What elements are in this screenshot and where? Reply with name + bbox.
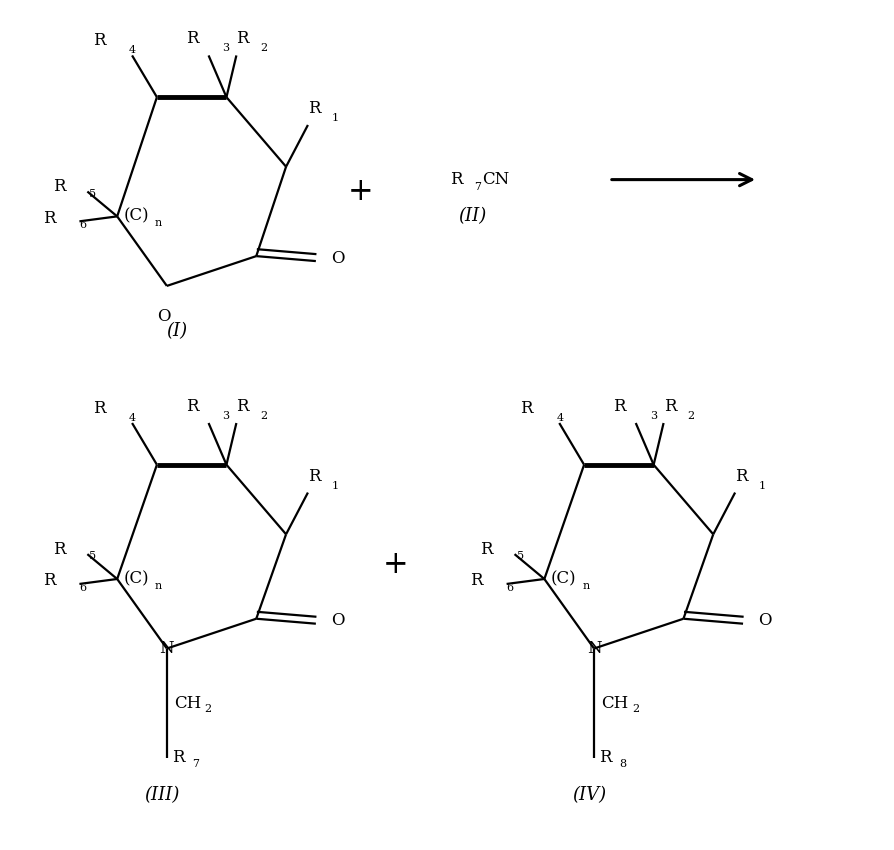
- Text: R: R: [43, 572, 55, 589]
- Text: R: R: [186, 31, 198, 48]
- Text: R: R: [93, 32, 105, 49]
- Text: R: R: [662, 398, 675, 415]
- Text: R: R: [236, 31, 249, 48]
- Text: (II): (II): [457, 207, 485, 225]
- Text: (C): (C): [550, 570, 576, 587]
- Text: R: R: [236, 398, 249, 415]
- Text: R: R: [308, 100, 320, 117]
- Text: (III): (III): [144, 786, 180, 805]
- Text: R: R: [598, 750, 611, 767]
- Text: 6: 6: [506, 583, 513, 593]
- Text: +: +: [382, 548, 408, 580]
- Text: +: +: [348, 176, 373, 207]
- Text: (C): (C): [123, 570, 148, 587]
- Text: 7: 7: [191, 759, 198, 768]
- Text: R: R: [480, 541, 493, 558]
- Text: 6: 6: [80, 583, 87, 593]
- Text: R: R: [519, 400, 532, 417]
- Text: (I): (I): [166, 321, 187, 340]
- Text: (IV): (IV): [571, 786, 605, 805]
- Text: (C): (C): [123, 208, 148, 225]
- Text: O: O: [331, 250, 344, 267]
- Text: 1: 1: [758, 480, 765, 490]
- Text: 8: 8: [618, 759, 625, 768]
- Text: CH: CH: [173, 694, 201, 711]
- Text: 2: 2: [687, 411, 694, 421]
- Text: R: R: [469, 572, 482, 589]
- Text: 6: 6: [80, 220, 87, 230]
- Text: 2: 2: [260, 411, 267, 421]
- Text: 3: 3: [223, 411, 230, 421]
- Text: O: O: [757, 612, 771, 629]
- Text: n: n: [155, 218, 162, 229]
- Text: O: O: [331, 612, 344, 629]
- Text: R: R: [53, 541, 65, 558]
- Text: R: R: [93, 400, 105, 417]
- Text: 2: 2: [260, 43, 267, 54]
- Text: 4: 4: [129, 413, 136, 423]
- Text: n: n: [155, 581, 162, 591]
- Text: R: R: [734, 468, 746, 484]
- Text: R: R: [172, 750, 184, 767]
- Text: 5: 5: [516, 551, 523, 561]
- Text: R: R: [186, 398, 198, 415]
- Text: 2: 2: [205, 704, 212, 714]
- Text: 3: 3: [649, 411, 656, 421]
- Text: 5: 5: [89, 189, 97, 199]
- Text: O: O: [157, 308, 171, 325]
- Text: R: R: [43, 210, 55, 227]
- Text: 5: 5: [89, 551, 97, 561]
- Text: 1: 1: [332, 113, 339, 123]
- Text: 3: 3: [223, 43, 230, 54]
- Text: R: R: [308, 468, 320, 484]
- Text: CN: CN: [481, 171, 509, 188]
- Text: R: R: [450, 171, 462, 188]
- Text: R: R: [53, 178, 65, 195]
- Text: N: N: [159, 640, 174, 657]
- Text: R: R: [612, 398, 625, 415]
- Text: 4: 4: [129, 45, 136, 55]
- Text: 4: 4: [556, 413, 563, 423]
- Text: CH: CH: [600, 694, 628, 711]
- Text: n: n: [581, 581, 589, 591]
- Text: 2: 2: [631, 704, 638, 714]
- Text: 1: 1: [332, 480, 339, 490]
- Text: N: N: [586, 640, 601, 657]
- Text: 7: 7: [473, 182, 480, 191]
